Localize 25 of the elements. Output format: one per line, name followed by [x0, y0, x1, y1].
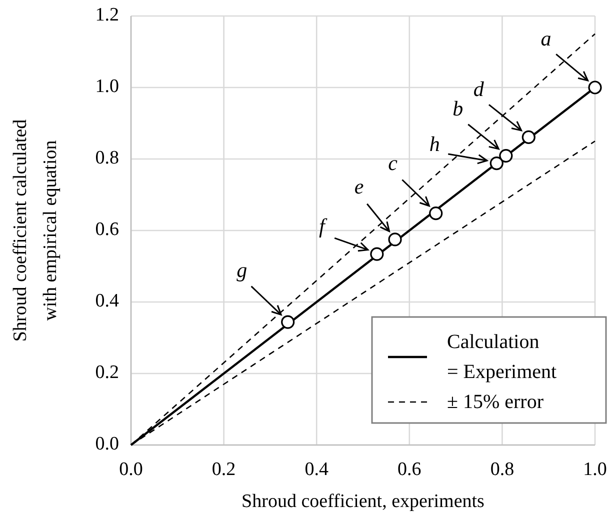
y-tick-label: 0.4 — [95, 290, 120, 312]
y-tick-label: 1.2 — [95, 4, 119, 26]
x-tick-label: 0.8 — [490, 459, 514, 480]
y-tick-label: 0.8 — [95, 147, 119, 168]
annotation: b — [452, 96, 464, 121]
x-tick-label: 1.0 — [583, 459, 607, 480]
x-tick-label: 0.4 — [304, 459, 329, 480]
x-tick-label: 0.0 — [119, 459, 143, 480]
x-tick-label: 0.6 — [398, 459, 422, 480]
x-tick-label: 0.2 — [212, 459, 236, 480]
legend-label: Calculation = Experiment — [447, 330, 558, 383]
annotation: d — [473, 77, 484, 102]
annotation: g — [236, 258, 248, 282]
annotation: c — [388, 151, 398, 176]
annotation: h — [429, 132, 440, 156]
y-tick-label: 0.2 — [95, 362, 119, 383]
y-tick-label: 1.0 — [95, 76, 119, 97]
annotation: f — [319, 214, 328, 238]
legend-label: ± 15% error — [447, 390, 544, 413]
y-tick-label: 0.6 — [95, 218, 119, 240]
y-tick-label: 0.0 — [95, 433, 119, 454]
annotation: e — [354, 174, 364, 198]
annotation: a — [540, 26, 552, 50]
y-axis-title: Shroud coefficient calculated with empirical equation — [10, 118, 61, 342]
x-axis-title: Shroud coefficient, experiments — [242, 491, 484, 512]
